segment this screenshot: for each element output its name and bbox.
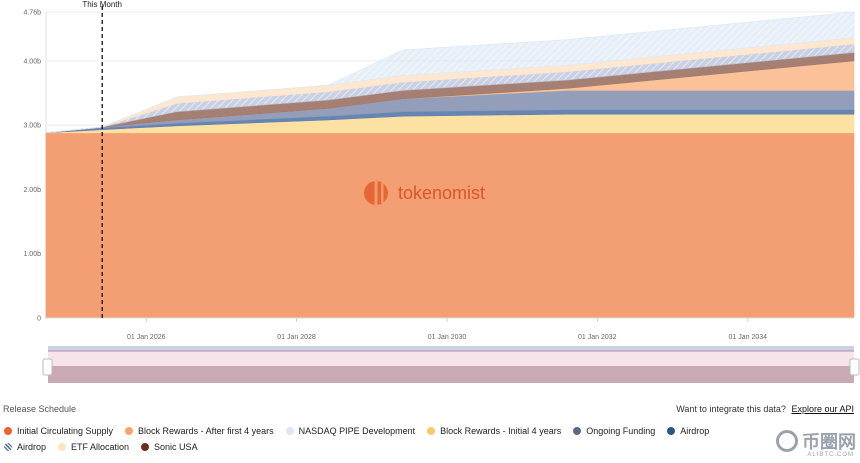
legend: Initial Circulating Supply Block Rewards … (4, 425, 744, 452)
range-navigator[interactable] (42, 346, 860, 383)
corner-watermark-icon (776, 430, 798, 452)
legend-swatch (125, 426, 134, 435)
x-tick-label: 01 Jan 2032 (578, 334, 617, 341)
legend-item[interactable]: NASDAQ PIPE Development (285, 425, 416, 436)
navigator-track (48, 346, 854, 351)
legend-swatch (427, 426, 436, 435)
api-prompt: Want to integrate this data? Explore our… (676, 404, 854, 414)
x-tick-label: 01 Jan 2028 (277, 334, 316, 341)
legend-swatch (58, 442, 67, 451)
area-nasdaq-pipe-development[interactable] (45, 11, 855, 134)
legend-swatch (4, 442, 12, 451)
legend-swatch (4, 426, 12, 435)
y-tick-label: 0 (37, 316, 41, 323)
area-series (45, 11, 855, 319)
y-tick-label: 4.76b (23, 10, 41, 17)
legend-label: Block Rewards - Initial 4 years (440, 425, 562, 436)
legend-swatch (573, 426, 582, 435)
y-tick-label: 2.00b (23, 187, 41, 194)
legend-item[interactable]: Airdrop (4, 441, 47, 452)
legend-item[interactable]: ETF Allocation (58, 441, 130, 452)
navigator-left-handle[interactable] (42, 358, 53, 376)
this-month-label: This Month (82, 0, 122, 9)
x-axis-ticks: 01 Jan 2026 01 Jan 2028 01 Jan 2030 01 Jan … (46, 317, 854, 341)
legend-item[interactable]: Sonic USA (141, 441, 198, 452)
legend-label: Airdrop (680, 425, 710, 436)
legend-label: Sonic USA (154, 441, 198, 452)
explore-api-link[interactable]: Explore our API (791, 404, 854, 414)
y-tick-label: 4.00b (23, 58, 41, 65)
tokenomist-watermark: tokenomist (364, 179, 485, 207)
navigator-series-preview (48, 366, 854, 383)
legend-item[interactable]: Initial Circulating Supply (4, 425, 114, 436)
legend-swatch (285, 426, 294, 435)
legend-item[interactable]: Airdrop (667, 425, 710, 436)
legend-swatch (141, 442, 150, 451)
legend-swatch (667, 426, 676, 435)
legend-label: NASDAQ PIPE Development (298, 425, 416, 436)
y-tick-label: 1.00b (23, 251, 41, 258)
legend-label: Initial Circulating Supply (17, 425, 114, 436)
legend-item[interactable]: Ongoing Funding (573, 425, 656, 436)
legend-label: Airdrop (17, 441, 47, 452)
navigator-right-handle[interactable] (849, 358, 860, 376)
watermark-text: tokenomist (398, 183, 485, 203)
corner-watermark-main: 币圈网 (802, 432, 856, 452)
area-initial-circulating-supply[interactable] (45, 132, 855, 319)
x-tick-label: 01 Jan 2026 (127, 334, 166, 341)
legend-item[interactable]: Block Rewards - After first 4 years (125, 425, 274, 436)
tokenomist-logo-icon (364, 179, 388, 207)
legend-item[interactable]: Block Rewards - Initial 4 years (427, 425, 562, 436)
x-tick-label: 01 Jan 2030 (428, 334, 467, 341)
y-tick-label: 3.00b (23, 123, 41, 130)
this-month-marker: This Month (82, 0, 122, 318)
corner-watermark: 币圈网 ALIBTC.COM (776, 428, 856, 458)
x-tick-label: 01 Jan 2034 (729, 334, 768, 341)
release-schedule-title: Release Schedule (3, 404, 77, 414)
api-prompt-text: Want to integrate this data? (676, 404, 786, 414)
corner-watermark-sub: ALIBTC.COM (807, 452, 854, 458)
legend-label: ETF Allocation (71, 441, 130, 452)
legend-label: Ongoing Funding (586, 425, 656, 436)
legend-label: Block Rewards - After first 4 years (138, 425, 274, 436)
y-axis-ticks: 0 1.00b 2.00b 3.00b 4.00b 4.76b (23, 10, 41, 323)
